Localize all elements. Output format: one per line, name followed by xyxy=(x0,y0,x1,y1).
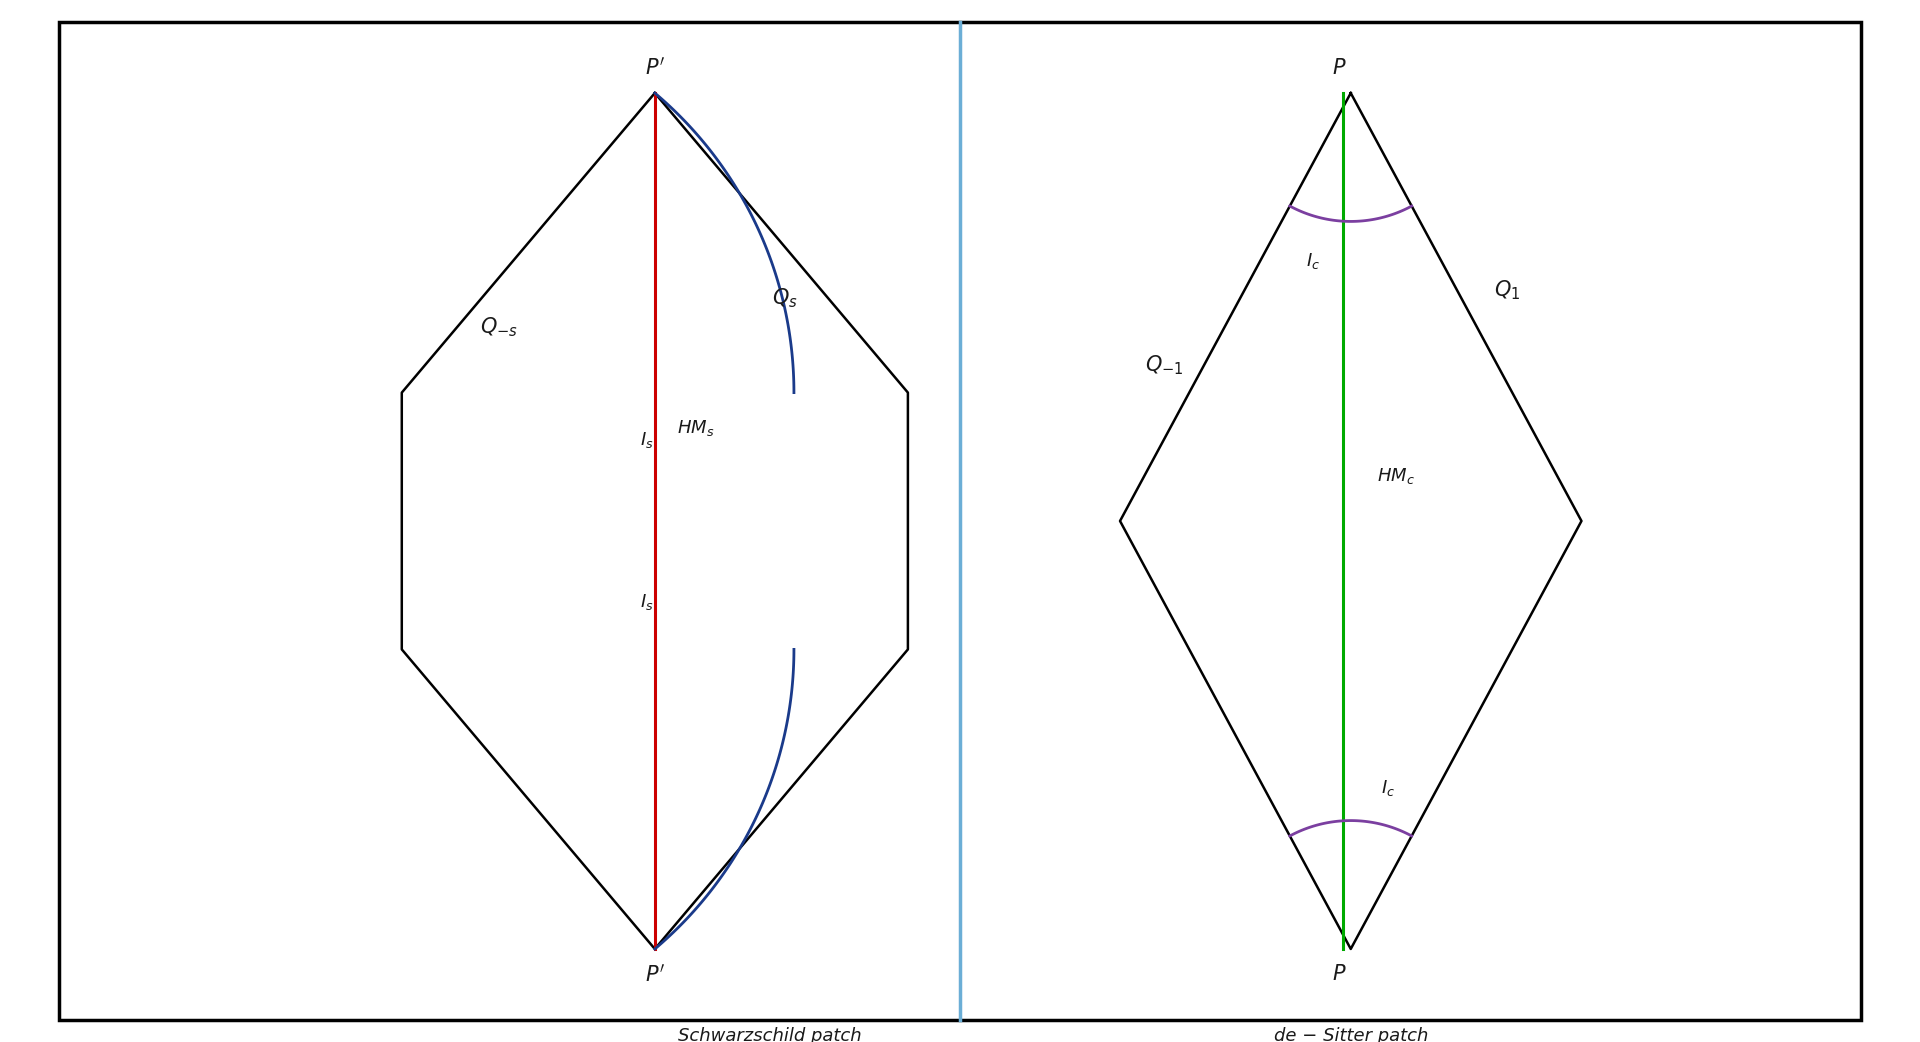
Text: $I_s$: $I_s$ xyxy=(639,592,653,613)
Text: $HM_s$: $HM_s$ xyxy=(678,418,714,438)
Text: $I_c$: $I_c$ xyxy=(1380,778,1394,798)
Text: $Q_1$: $Q_1$ xyxy=(1494,278,1521,302)
Text: $P'$: $P'$ xyxy=(645,56,664,78)
Text: de − Sitter patch: de − Sitter patch xyxy=(1273,1027,1428,1042)
Text: $I_c$: $I_c$ xyxy=(1306,251,1321,271)
Text: Schwarzschild patch: Schwarzschild patch xyxy=(678,1027,862,1042)
Text: $Q_s$: $Q_s$ xyxy=(772,286,799,309)
Text: $P$: $P$ xyxy=(1332,58,1346,78)
Text: $I_s$: $I_s$ xyxy=(639,430,653,450)
Text: $HM_c$: $HM_c$ xyxy=(1377,467,1415,487)
Text: $P$: $P$ xyxy=(1332,964,1346,984)
Text: $Q_{-s}$: $Q_{-s}$ xyxy=(480,316,518,340)
Text: $P'$: $P'$ xyxy=(645,964,664,986)
Text: $Q_{-1}$: $Q_{-1}$ xyxy=(1146,353,1185,376)
